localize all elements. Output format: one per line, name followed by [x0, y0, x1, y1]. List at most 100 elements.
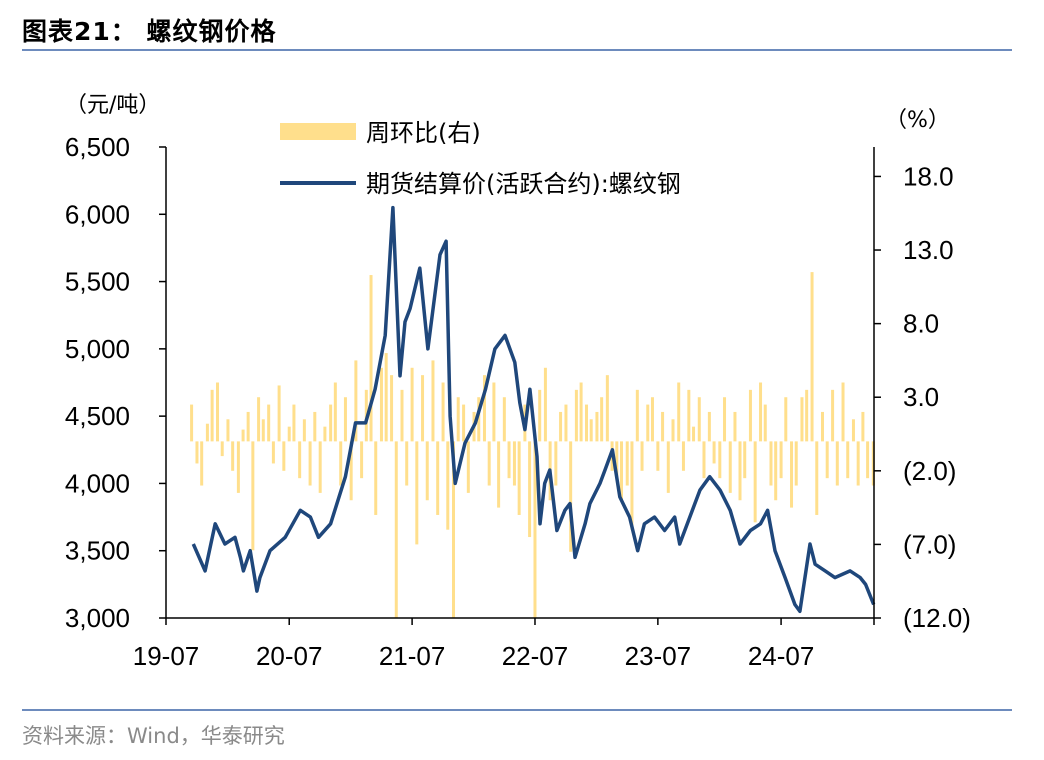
bar — [579, 382, 583, 442]
bar — [271, 441, 275, 464]
bar — [441, 382, 445, 442]
bar — [497, 441, 501, 508]
bar — [666, 441, 670, 493]
bar — [226, 419, 230, 442]
bar — [692, 426, 696, 442]
bar — [369, 275, 373, 442]
bar — [841, 382, 845, 442]
bar — [564, 404, 568, 442]
bar — [431, 360, 435, 442]
bar — [800, 397, 804, 442]
bar — [600, 397, 604, 442]
bar — [728, 441, 732, 493]
bar — [779, 441, 783, 479]
bar — [681, 441, 685, 471]
bar — [390, 375, 394, 442]
bar — [569, 441, 573, 552]
bar — [462, 404, 466, 442]
x-tick-label: 21-07 — [379, 641, 446, 671]
bar — [640, 441, 644, 471]
bar — [707, 411, 711, 442]
bar — [559, 411, 563, 442]
left-tick-label: 3,000 — [65, 603, 130, 633]
price-line — [191, 205, 876, 614]
header-divider — [22, 49, 1012, 51]
bar — [595, 411, 599, 442]
bar — [835, 441, 839, 486]
bar — [282, 441, 286, 471]
bar — [507, 441, 511, 479]
x-tick-label: 19-07 — [133, 641, 200, 671]
bar — [257, 397, 261, 442]
bar — [236, 441, 240, 493]
bar — [354, 360, 358, 442]
left-tick-label: 4,500 — [65, 401, 130, 431]
bar — [630, 441, 634, 530]
bar — [329, 404, 333, 442]
bar — [528, 441, 532, 538]
left-tick-label: 5,500 — [65, 267, 130, 297]
bar — [251, 441, 255, 551]
left-tick-label: 3,500 — [65, 536, 130, 566]
bar — [810, 272, 814, 442]
bar — [492, 382, 496, 442]
bar — [635, 389, 639, 442]
bar — [671, 419, 675, 442]
bar — [410, 367, 414, 442]
bar — [748, 389, 752, 442]
bar — [323, 426, 327, 442]
bar — [287, 426, 291, 442]
bar — [687, 389, 691, 442]
right-tick-label: (2.0) — [903, 456, 956, 486]
bar — [769, 441, 773, 486]
bar — [805, 389, 809, 442]
bar — [210, 389, 214, 442]
bar — [339, 441, 343, 486]
bar — [743, 441, 747, 479]
bar — [298, 441, 302, 479]
bar — [384, 353, 388, 442]
bar — [554, 441, 558, 486]
bar — [400, 389, 404, 442]
bar — [436, 441, 440, 515]
bar — [195, 441, 199, 464]
bar — [343, 397, 347, 442]
line-series — [191, 205, 876, 614]
x-tick-label: 22-07 — [502, 641, 569, 671]
bar — [733, 411, 737, 442]
bar — [216, 382, 220, 442]
bar — [318, 441, 322, 493]
footer-divider — [22, 709, 1012, 711]
bar — [477, 397, 481, 442]
bar — [723, 397, 727, 442]
bar — [220, 441, 224, 457]
right-tick-label: (12.0) — [903, 603, 971, 633]
bar — [241, 429, 245, 442]
bar — [512, 441, 516, 486]
bar-series — [190, 272, 875, 618]
bar — [456, 397, 460, 442]
bar — [851, 419, 855, 442]
bar — [861, 411, 865, 442]
x-tick-label: 24-07 — [748, 641, 815, 671]
left-tick-label: 5,000 — [65, 334, 130, 364]
bar — [517, 441, 521, 515]
bar — [866, 441, 870, 479]
bar — [205, 423, 209, 442]
bar — [267, 404, 271, 442]
bar — [452, 441, 456, 618]
bar — [661, 411, 665, 442]
bar — [482, 375, 486, 442]
bar — [753, 441, 757, 523]
bar — [466, 441, 470, 493]
bar — [738, 441, 742, 501]
bar — [615, 441, 619, 479]
right-tick-label: (7.0) — [903, 529, 956, 559]
bar — [820, 411, 824, 442]
bar — [231, 441, 235, 471]
bar — [763, 404, 767, 442]
bar — [360, 441, 364, 479]
bar — [502, 397, 506, 442]
chart-title: 图表21： 螺纹钢价格 — [22, 17, 277, 46]
bar — [712, 441, 716, 464]
